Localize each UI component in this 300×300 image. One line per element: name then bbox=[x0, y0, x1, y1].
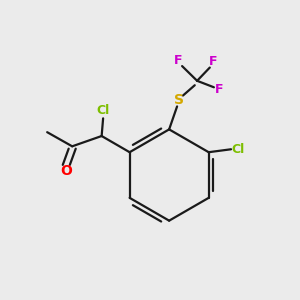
Text: O: O bbox=[60, 164, 72, 178]
Text: F: F bbox=[209, 55, 218, 68]
Text: F: F bbox=[174, 54, 182, 67]
Text: F: F bbox=[215, 83, 224, 96]
Text: Cl: Cl bbox=[232, 143, 245, 156]
Text: Cl: Cl bbox=[97, 104, 110, 118]
Text: S: S bbox=[174, 93, 184, 107]
